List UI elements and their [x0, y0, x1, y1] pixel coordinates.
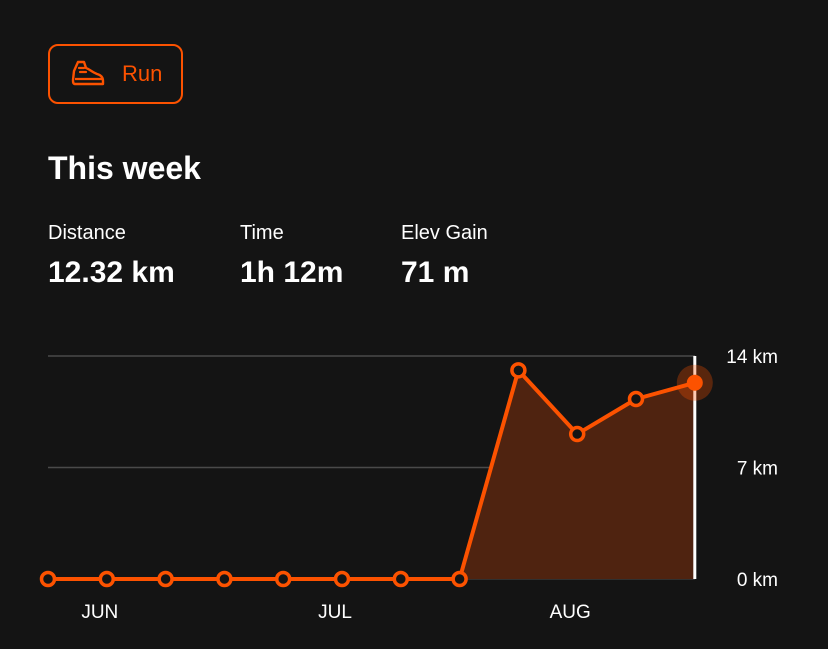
data-point: [627, 390, 645, 408]
data-point: [98, 570, 116, 588]
x-tick-label: JUL: [318, 602, 352, 623]
y-tick-label: 7 km: [737, 459, 778, 480]
time-stat: Time 1h 12m: [240, 220, 343, 290]
distance-value: 12.32 km: [48, 256, 175, 289]
sport-filter-button[interactable]: Run: [48, 44, 183, 104]
y-tick-label: 14 km: [726, 347, 778, 368]
x-tick-label: JUN: [81, 602, 118, 623]
series-line-path: [48, 368, 696, 581]
distance-stat: Distance 12.32 km: [48, 220, 175, 290]
data-point: [568, 425, 586, 443]
page-title: This week: [48, 150, 201, 186]
elev-gain-label: Elev Gain: [401, 222, 488, 244]
data-point: [157, 570, 174, 588]
elev-gain-stat: Elev Gain 71 m: [401, 220, 488, 290]
data-point: [510, 362, 527, 379]
y-tick-label: 0 km: [737, 570, 778, 591]
data-point: [274, 570, 292, 588]
time-label: Time: [240, 222, 284, 244]
area-fill: [459, 370, 695, 579]
x-axis-ticks: JUN JUL AUG: [81, 602, 590, 623]
time-value: 1h 12m: [240, 256, 344, 289]
data-point: [451, 570, 468, 588]
running-shoe-icon: [70, 58, 106, 90]
data-points: [39, 362, 713, 588]
sport-filter-label: Run: [122, 61, 163, 86]
series-area: [459, 370, 695, 579]
data-point: [39, 570, 57, 588]
x-tick-label: AUG: [550, 602, 591, 623]
series-line: [48, 368, 696, 581]
data-point: [216, 570, 233, 588]
data-point: [392, 570, 410, 588]
distance-label: Distance: [48, 222, 126, 244]
highlight-point: [686, 374, 703, 391]
data-point: [333, 570, 351, 588]
elev-gain-value: 71 m: [401, 256, 470, 289]
y-axis-ticks: 14 km 7 km 0 km: [726, 347, 778, 591]
